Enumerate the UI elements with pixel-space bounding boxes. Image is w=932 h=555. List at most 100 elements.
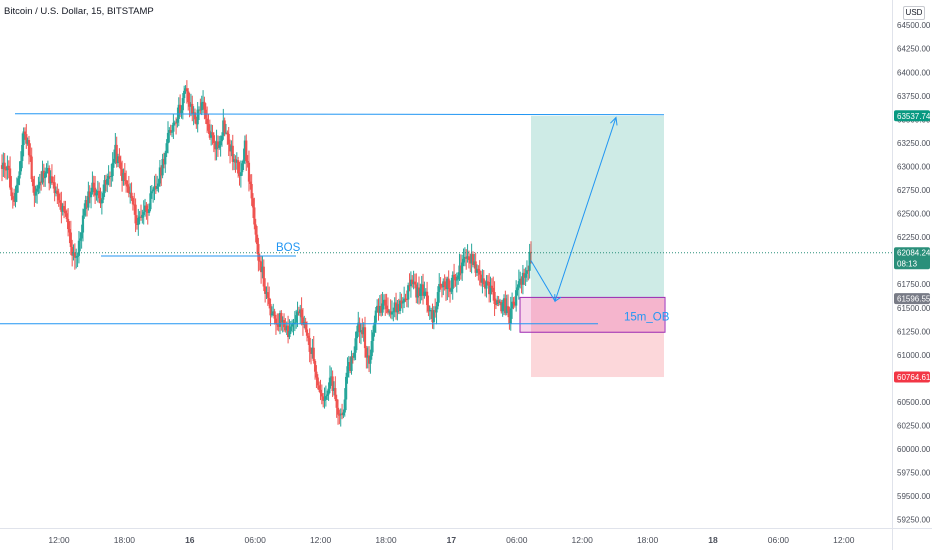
candle — [224, 123, 228, 135]
candle — [142, 200, 145, 225]
candle-body — [386, 309, 390, 313]
candle — [349, 356, 352, 374]
time-tick-label: 18:00 — [637, 535, 659, 545]
candle-body — [57, 193, 60, 201]
candle-body — [164, 152, 167, 165]
candle-body — [142, 211, 145, 215]
candle-body — [524, 273, 527, 278]
candle — [45, 163, 48, 178]
candle — [106, 173, 109, 193]
candle — [431, 303, 434, 329]
candle — [470, 243, 473, 274]
candle-body — [404, 298, 407, 300]
candle-body — [424, 291, 427, 293]
candle — [405, 290, 408, 308]
candle-body — [168, 130, 171, 133]
candle-body — [286, 325, 290, 337]
candle-body — [231, 145, 234, 162]
candle-body — [11, 196, 14, 200]
candle-body — [342, 412, 345, 416]
candle-body — [470, 254, 473, 264]
candle-body — [469, 260, 472, 264]
candle-body — [8, 168, 12, 188]
candle-body — [421, 284, 425, 296]
candle-body — [165, 143, 168, 153]
candle — [0, 154, 4, 182]
candle-body — [482, 278, 485, 285]
candle — [193, 108, 197, 124]
candle-body — [270, 313, 273, 316]
candle — [505, 294, 508, 316]
candle-body — [238, 173, 241, 177]
candle-body — [173, 122, 176, 124]
candle-body — [84, 200, 87, 210]
candle-body — [214, 142, 217, 150]
candle-body — [328, 377, 332, 389]
candle — [350, 350, 353, 375]
candle-body — [103, 180, 106, 194]
candle — [277, 313, 280, 332]
candle-body — [38, 181, 41, 186]
candle-body — [276, 323, 279, 325]
candle-body — [125, 180, 128, 185]
candle-body — [471, 254, 475, 265]
candle — [13, 188, 16, 206]
candle-body — [475, 268, 479, 273]
candle-body — [409, 279, 412, 287]
candle-body — [64, 210, 67, 214]
candle — [461, 254, 464, 281]
candle — [475, 264, 479, 276]
candle — [389, 299, 392, 319]
price-tick-label: 59250.00 — [897, 516, 931, 525]
candle-body — [462, 258, 465, 263]
candle — [319, 379, 322, 401]
candle — [219, 135, 222, 157]
currency-button[interactable]: USD — [903, 6, 925, 20]
candle-body — [234, 159, 237, 163]
candle — [477, 265, 480, 281]
candle-body — [242, 159, 245, 164]
time-tick-label: 16 — [185, 535, 195, 545]
candle — [103, 175, 106, 197]
candle-body — [65, 213, 68, 219]
candle-body — [210, 132, 213, 138]
candle — [351, 353, 354, 364]
candle — [316, 374, 319, 390]
candle — [367, 346, 371, 373]
candle-body — [116, 156, 120, 164]
candle-body — [207, 124, 210, 131]
candle — [439, 277, 442, 290]
candle-body — [519, 278, 522, 282]
candle — [489, 276, 492, 303]
candle — [94, 176, 97, 204]
candle — [324, 385, 327, 407]
candle — [192, 106, 195, 126]
candle — [206, 106, 209, 133]
candle-body — [384, 299, 387, 306]
candle — [62, 200, 66, 219]
candle — [382, 294, 386, 310]
candle — [326, 390, 329, 401]
candle — [91, 171, 94, 195]
candle-body — [149, 193, 152, 210]
candle — [173, 120, 176, 126]
candle — [284, 318, 287, 333]
candle-body — [197, 109, 201, 111]
candle-body — [293, 322, 296, 324]
candle-body — [130, 192, 133, 199]
candle — [17, 175, 20, 193]
candle-body — [419, 288, 422, 296]
candle-body — [408, 285, 411, 287]
candle — [216, 135, 220, 157]
candle-body — [208, 130, 211, 138]
candle-body — [394, 302, 398, 313]
candle — [54, 186, 58, 197]
candle-body — [23, 131, 27, 135]
candle — [484, 280, 487, 297]
time-tick-label: 17 — [447, 535, 457, 545]
candle — [35, 184, 39, 204]
candle — [25, 123, 28, 149]
candle-body — [228, 144, 232, 152]
